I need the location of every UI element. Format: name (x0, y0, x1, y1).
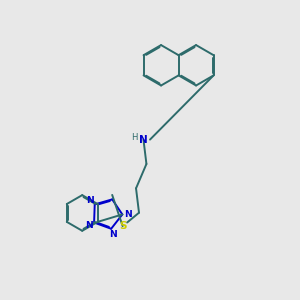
Text: N: N (109, 230, 117, 239)
Text: N: N (86, 196, 94, 205)
Text: S: S (119, 221, 126, 231)
Text: N: N (139, 135, 148, 145)
Text: N: N (85, 221, 93, 230)
Text: H: H (131, 133, 138, 142)
Text: N: N (124, 210, 132, 219)
